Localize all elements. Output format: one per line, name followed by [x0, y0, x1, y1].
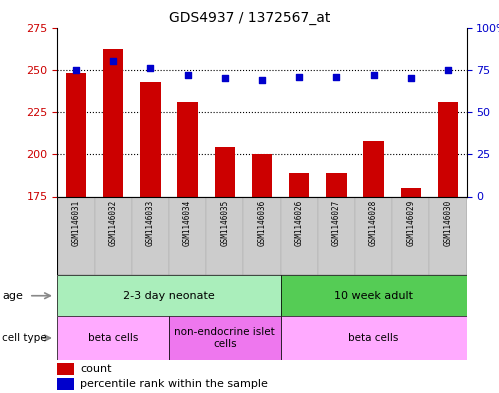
Point	[258, 77, 266, 83]
Point	[370, 72, 378, 78]
Bar	[318, 196, 355, 275]
Text: GSM1146035: GSM1146035	[220, 200, 229, 246]
Bar	[57, 363, 74, 375]
Text: cell type: cell type	[2, 333, 47, 343]
Bar	[177, 102, 198, 196]
Bar	[438, 102, 458, 196]
Bar	[132, 196, 169, 275]
Bar	[401, 188, 421, 196]
Bar	[363, 141, 384, 196]
Text: percentile rank within the sample: percentile rank within the sample	[80, 379, 268, 389]
Bar	[429, 196, 467, 275]
Point	[72, 66, 80, 73]
Bar	[289, 173, 309, 196]
Text: GSM1146033: GSM1146033	[146, 200, 155, 246]
Text: beta cells: beta cells	[88, 333, 138, 343]
Text: GSM1146031: GSM1146031	[71, 200, 80, 246]
Bar	[280, 275, 467, 316]
Point	[444, 66, 452, 73]
Bar	[103, 50, 123, 196]
Text: GSM1146029: GSM1146029	[406, 200, 415, 246]
Bar	[280, 196, 318, 275]
Text: GSM1146034: GSM1146034	[183, 200, 192, 246]
Bar	[57, 316, 169, 360]
Bar	[392, 196, 429, 275]
Point	[184, 72, 192, 78]
Bar	[355, 196, 392, 275]
Bar	[244, 196, 280, 275]
Bar	[95, 196, 132, 275]
Bar	[251, 154, 272, 196]
Point	[221, 75, 229, 81]
Bar	[66, 73, 86, 196]
Bar	[169, 316, 280, 360]
Point	[109, 58, 117, 64]
Point	[407, 75, 415, 81]
Text: GSM1146032: GSM1146032	[109, 200, 118, 246]
Text: GSM1146030: GSM1146030	[444, 200, 453, 246]
Text: GSM1146026: GSM1146026	[295, 200, 304, 246]
Text: GSM1146028: GSM1146028	[369, 200, 378, 246]
Text: count: count	[80, 364, 111, 374]
Text: 2-3 day neonate: 2-3 day neonate	[123, 291, 215, 301]
Text: age: age	[2, 291, 23, 301]
Bar	[57, 378, 74, 390]
Bar	[326, 173, 347, 196]
Bar	[57, 275, 280, 316]
Point	[332, 73, 340, 80]
Bar	[215, 147, 235, 196]
Bar	[280, 316, 467, 360]
Bar	[169, 196, 206, 275]
Text: GSM1146027: GSM1146027	[332, 200, 341, 246]
Bar	[206, 196, 244, 275]
Text: GDS4937 / 1372567_at: GDS4937 / 1372567_at	[169, 11, 330, 25]
Point	[295, 73, 303, 80]
Text: non-endocrine islet
cells: non-endocrine islet cells	[175, 327, 275, 349]
Text: 10 week adult: 10 week adult	[334, 291, 413, 301]
Text: GSM1146036: GSM1146036	[257, 200, 266, 246]
Point	[146, 65, 154, 71]
Text: beta cells: beta cells	[348, 333, 399, 343]
Bar	[140, 82, 161, 196]
Bar	[57, 196, 95, 275]
